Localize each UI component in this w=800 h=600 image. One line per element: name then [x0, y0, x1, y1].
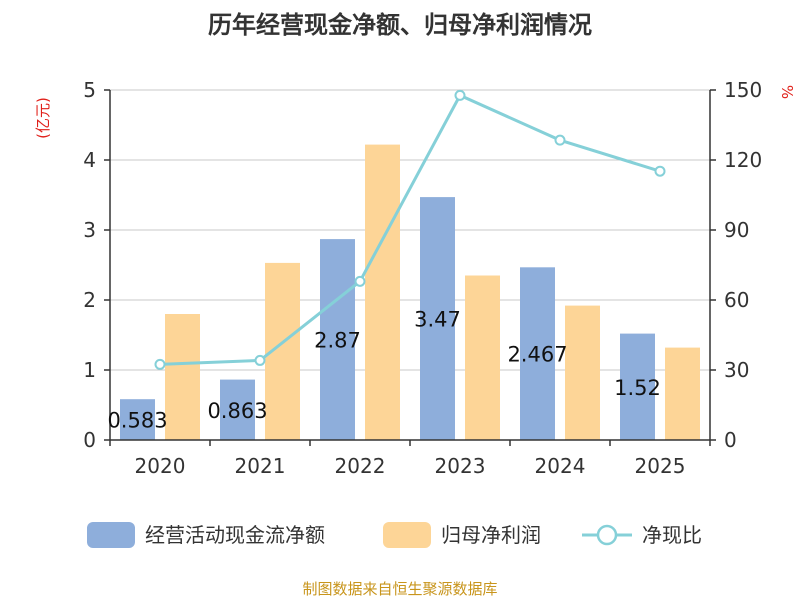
right-tick-label: 150	[724, 78, 762, 102]
ratio-line-path	[159, 93, 661, 366]
legend-label[interactable]: 归母净利润	[441, 523, 541, 547]
right-tick-label: 120	[724, 148, 762, 172]
bars	[120, 144, 700, 440]
x-tick-label: 2025	[635, 454, 686, 478]
bar-net-profit	[565, 305, 600, 440]
left-tick-label: 1	[83, 358, 96, 382]
right-tick-label: 30	[724, 358, 749, 382]
legend-swatch[interactable]	[383, 522, 431, 548]
ratio-point	[654, 165, 666, 177]
legend-label[interactable]: 净现比	[642, 523, 702, 547]
right-tick-label: 90	[724, 218, 749, 242]
data-label: 3.47	[414, 308, 461, 332]
left-axis-unit: (亿元)	[34, 97, 52, 139]
bar-net-profit	[665, 347, 700, 440]
data-label: 0.583	[107, 409, 167, 433]
data-label: 2.467	[507, 343, 567, 367]
bar-net-profit	[365, 144, 400, 440]
ratio-point	[554, 134, 566, 146]
ratio-point	[254, 354, 266, 366]
ratio-line	[154, 89, 666, 370]
ratio-point	[154, 358, 166, 370]
right-tick-label: 60	[724, 288, 749, 312]
bar-cash-flow	[120, 399, 155, 440]
bar-cash-flow	[320, 239, 355, 440]
x-tick-label: 2024	[535, 454, 586, 478]
source-note: 制图数据来自恒生聚源数据库	[302, 580, 497, 598]
bar-cash-flow	[220, 379, 255, 440]
right-tick-label: 0	[724, 428, 737, 452]
bar-cash-flow	[620, 333, 655, 440]
data-label: 0.863	[207, 399, 267, 423]
axes: 0 1 2 3 4 5 0 30 60 90 120 150 2020 2021 2022 2023 2024 2…	[83, 78, 762, 478]
ratio-point	[454, 89, 466, 101]
bar-cash-flow	[420, 197, 455, 440]
left-tick-label: 2	[83, 288, 96, 312]
ratio-point	[354, 275, 366, 287]
right-axis-unit: %	[778, 85, 796, 99]
left-tick-label: 5	[83, 78, 96, 102]
legend-marker[interactable]	[596, 524, 618, 546]
x-tick-label: 2020	[135, 454, 186, 478]
left-tick-label: 0	[83, 428, 96, 452]
x-tick-label: 2021	[235, 454, 286, 478]
grid	[110, 89, 710, 371]
data-label: 1.52	[614, 376, 661, 400]
chart-title: 历年经营现金净额、归母净利润情况	[208, 11, 592, 39]
data-label: 2.87	[314, 329, 361, 353]
left-tick-label: 4	[83, 148, 96, 172]
left-tick-label: 3	[83, 218, 96, 242]
bar-net-profit	[465, 275, 500, 440]
legend-label[interactable]: 经营活动现金流净额	[145, 523, 325, 547]
x-tick-label: 2023	[435, 454, 486, 478]
data-labels: 0.583 0.863 2.87 3.47 2.467 1.52	[107, 308, 660, 433]
x-tick-label: 2022	[335, 454, 386, 478]
bar-cash-flow	[520, 267, 555, 440]
legend[interactable]: 经营活动现金流净额 归母净利润 净现比	[87, 522, 702, 548]
legend-swatch[interactable]	[87, 522, 135, 548]
bar-net-profit	[165, 314, 200, 440]
